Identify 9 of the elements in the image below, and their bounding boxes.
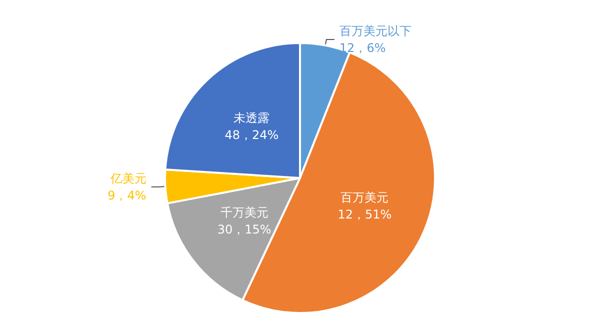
slice-label: 百万美元以下 [339, 24, 412, 38]
data-label: 48，24% [224, 128, 279, 142]
data-label: 9，4% [108, 188, 146, 202]
slice-label: 百万美元 [340, 190, 389, 204]
slice-label: 未透露 [234, 111, 270, 126]
slice-label: 亿美元 [109, 171, 146, 186]
data-label: 12，51% [338, 208, 392, 222]
data-label: 30，15% [217, 222, 272, 237]
slice-label: 千万美元 [220, 206, 268, 220]
